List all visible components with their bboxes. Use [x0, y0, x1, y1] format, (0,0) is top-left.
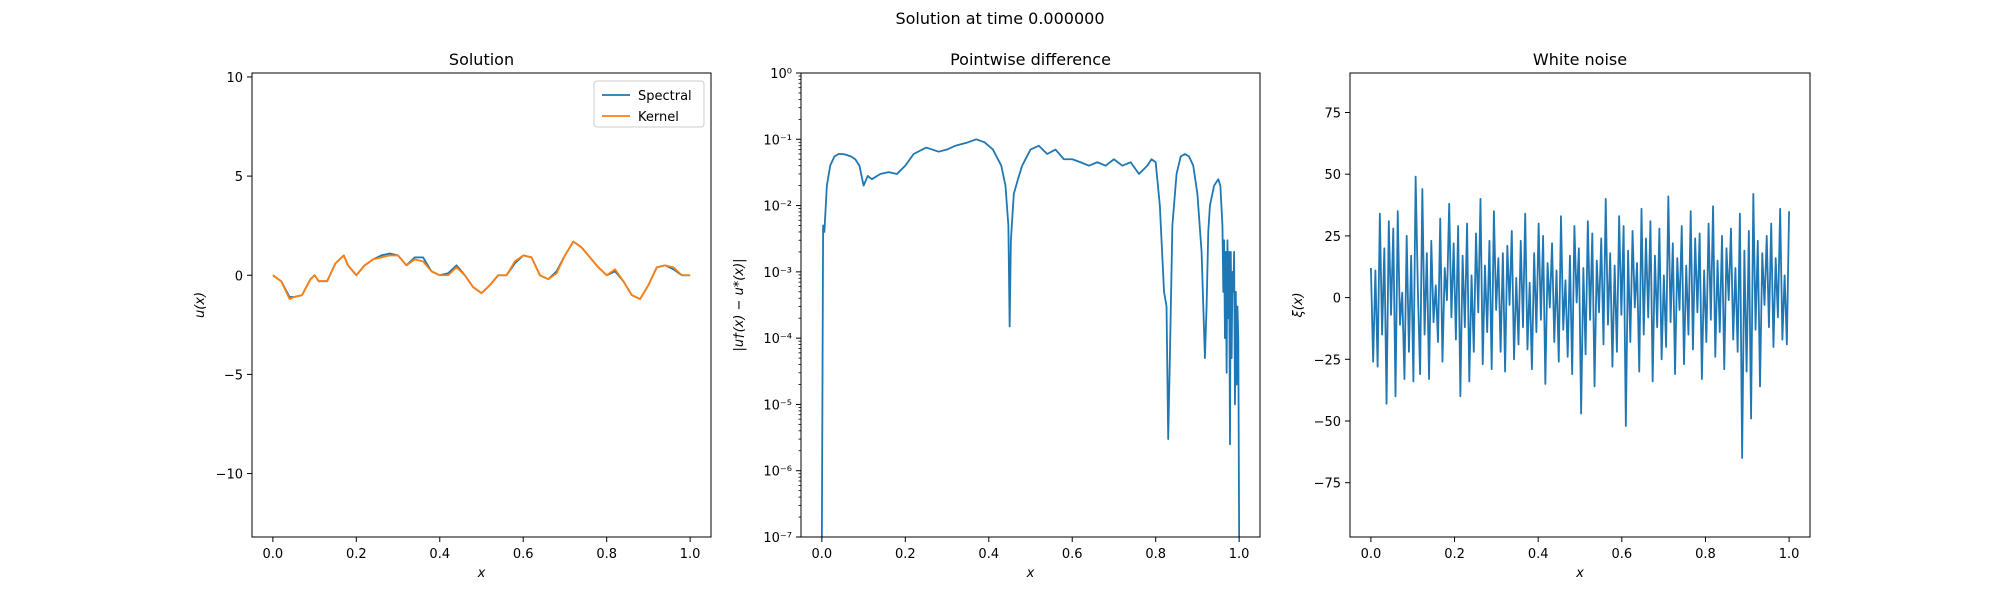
series-line-data-0	[1370, 175, 1790, 459]
axes-pointwise-difference: 0.0 0.2 0.4 0.6 0.8 1.0 10⁻⁷ 10⁻⁶ 10⁻⁵ 10⁻⁴ 10⁻³ 10…	[732, 50, 1261, 581]
y-tick-label: 75	[1324, 106, 1341, 121]
axes-title: Solution	[449, 50, 514, 69]
x-tick-label: 0.2	[895, 547, 916, 562]
axes-frame	[251, 72, 712, 538]
x-axis-label: x	[1026, 566, 1035, 581]
legend: Spectral Kernel	[593, 80, 705, 128]
y-axis-label: ξ(x)	[1291, 292, 1306, 318]
x-tick-label: 0.0	[263, 547, 284, 562]
x-tick-label: 0.6	[1611, 547, 1632, 562]
x-tick-label: 1.0	[1779, 547, 1800, 562]
x-tick-label: 0.6	[513, 547, 534, 562]
y-tick-label: −5	[224, 368, 243, 383]
x-tick-label: 0.6	[1062, 547, 1083, 562]
x-tick-label: 1.0	[1229, 547, 1250, 562]
axes-frame	[1349, 72, 1811, 538]
y-tick-label: 10⁻⁴	[763, 332, 792, 347]
x-tick-label: 0.0	[812, 547, 833, 562]
y-tick-label: −50	[1314, 415, 1341, 430]
series-line-spectral	[272, 240, 691, 300]
series-line-data-0	[820, 138, 1241, 537]
y-tick-label: 10⁻⁵	[763, 398, 792, 413]
x-tick-label: 0.4	[1528, 547, 1549, 562]
legend-label-spectral: Spectral	[638, 89, 692, 104]
y-tick-label: 10⁰	[770, 67, 792, 82]
y-tick-label: −75	[1314, 477, 1341, 492]
y-tick-label: 10⁻²	[763, 200, 792, 215]
y-axis-label: |u†(x) − u*(x)|	[732, 258, 747, 351]
series-line-kernel	[272, 240, 691, 300]
x-tick-label: 0.8	[1695, 547, 1716, 562]
axes-solution: 0.0 0.2 0.4 0.6 0.8 1.0 −10 −5 0 5 10 Solution x u(x)…	[193, 50, 712, 581]
axes-title: Pointwise difference	[950, 50, 1111, 69]
x-tick-label: 1.0	[680, 547, 701, 562]
y-tick-label: 10	[226, 71, 243, 86]
y-tick-label: 10⁻¹	[763, 133, 792, 148]
y-tick-label: 0	[1333, 292, 1341, 307]
y-tick-label: 50	[1324, 168, 1341, 183]
y-tick-label: 0	[235, 269, 243, 284]
x-tick-label: 0.2	[346, 547, 367, 562]
y-tick-label: 10⁻³	[763, 266, 792, 281]
x-tick-label: 0.2	[1444, 547, 1465, 562]
x-tick-label: 0.0	[1361, 547, 1382, 562]
y-tick-label: −10	[216, 468, 243, 483]
axes-white-noise: 0.0 0.2 0.4 0.6 0.8 1.0 −75 −50 −25 0 25 50 75 White …	[1291, 50, 1811, 581]
y-tick-label: 10⁻⁶	[763, 465, 792, 480]
axes-frame	[800, 72, 1261, 538]
y-tick-label: 10⁻⁷	[763, 531, 792, 546]
x-tick-label: 0.8	[1145, 547, 1166, 562]
y-tick-label: 25	[1324, 230, 1341, 245]
x-tick-label: 0.4	[429, 547, 450, 562]
x-tick-label: 0.8	[596, 547, 617, 562]
x-tick-label: 0.4	[978, 547, 999, 562]
y-axis-label: u(x)	[193, 292, 208, 318]
y-tick-label: −25	[1314, 353, 1341, 368]
legend-label-kernel: Kernel	[638, 110, 679, 125]
axes-title: White noise	[1533, 50, 1627, 69]
x-axis-label: x	[477, 566, 486, 581]
figure-suptitle: Solution at time 0.000000	[895, 9, 1104, 28]
x-axis-label: x	[1575, 566, 1584, 581]
y-tick-label: 5	[235, 170, 243, 185]
